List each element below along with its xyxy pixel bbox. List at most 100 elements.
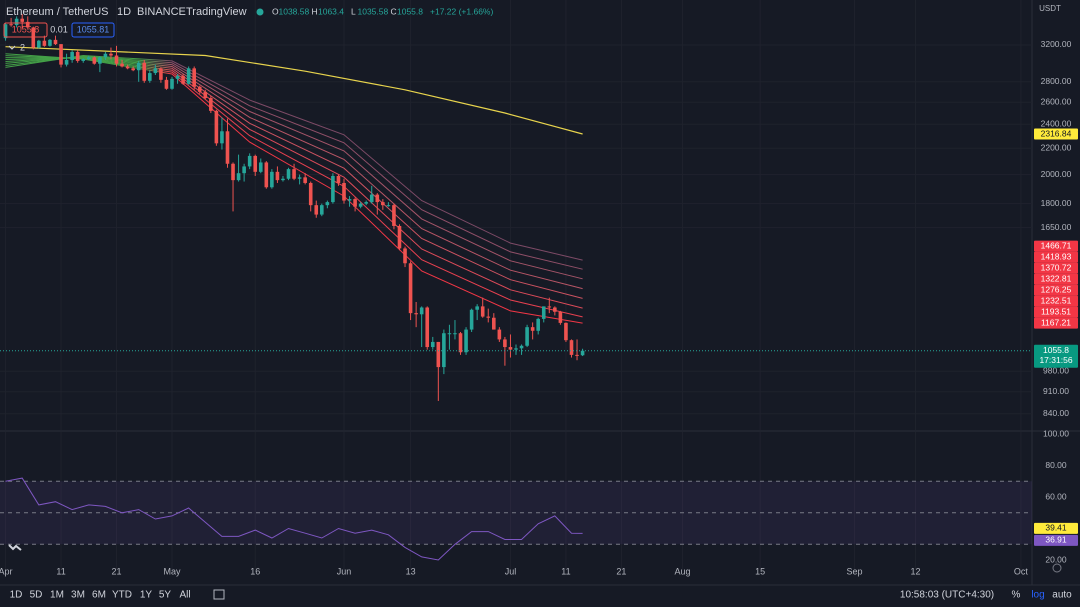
candle-body [125,66,130,69]
compare-icon[interactable] [213,589,225,600]
ohlc-key: H [312,6,318,16]
ribbon-label-box [1034,240,1078,252]
candle-body [192,68,196,87]
countdown: 17:31:56 [1039,355,1072,365]
candle-body [375,194,380,203]
ribbon-line [5,57,583,299]
range-button[interactable]: 3M [71,590,85,601]
price-label-box [1034,344,1078,368]
rsi-tick-label: 100.00 [1043,428,1069,438]
candle-body [159,68,163,80]
candle-body [353,199,357,207]
candle-body [392,205,396,226]
ribbon-label-box [1034,284,1078,296]
interval: 1D [117,6,131,18]
candle-body [369,194,374,203]
candle-body [447,333,452,335]
candle-body [186,68,191,84]
candle-body [519,345,524,349]
range-button[interactable]: 5Y [159,590,172,601]
y-tick-label: 2600.00 [1041,96,1072,106]
range-button[interactable]: 6M [92,590,106,601]
candle-body [25,21,30,28]
x-tick-label: 21 [616,566,626,576]
candle-body [486,316,491,318]
tv-logo [8,544,22,551]
range-button[interactable]: 1M [50,590,64,601]
x-tick-label: 11 [561,566,570,576]
ribbon-label-box [1034,306,1078,318]
candle-body [408,263,413,314]
candle-body [220,131,224,144]
ohlc-value: 1035.58 [358,6,389,16]
x-tick-label: Oct [1014,566,1029,576]
candle-body [197,86,202,92]
candle-body [20,18,24,22]
candle-body [75,51,80,61]
sell-box[interactable] [3,22,48,38]
rsi-label-box [1034,534,1078,546]
ma-line [5,46,583,135]
axis-unit[interactable]: USDT [1039,4,1061,13]
log-toggle[interactable]: log [1031,590,1044,601]
candle-body [314,205,319,215]
candle-body [247,155,252,167]
x-tick-label: Jul [505,566,517,576]
candle-body [558,311,563,323]
buy-price[interactable]: 1055.81 [77,24,110,34]
range-button[interactable]: 1Y [140,590,153,601]
indicators-count[interactable]: 2 [20,42,25,52]
range-button[interactable]: YTD [112,590,132,601]
candle-body [48,39,52,46]
rsi-pane [0,432,1032,570]
candle-body [253,155,258,172]
ribbon-label: 1418.93 [1041,251,1072,261]
x-tick-label: 21 [112,566,122,576]
y-tick-label: 2400.00 [1041,119,1072,129]
candle-body [153,68,158,74]
candle-body [81,59,86,61]
sell-price[interactable]: 1055.8 [12,24,40,34]
candle-body [342,182,346,201]
candle-body [9,24,13,26]
candle-body [231,163,235,181]
percent-toggle[interactable]: % [1012,590,1021,601]
rsi-line [5,477,583,561]
candle-body [92,57,97,64]
candle-body [209,98,213,111]
candle-body [64,60,69,65]
candle-body [469,309,474,330]
rsi-tick-label: 60.00 [1045,491,1067,501]
candle-body [536,318,540,331]
rsi-tick-label: 20.00 [1045,554,1067,564]
candle-body [286,169,291,179]
range-button[interactable]: All [179,590,190,601]
candle-body [308,182,313,206]
candle-body [164,79,169,89]
candle-body [242,166,246,174]
ohlc-value: 1038.58 [279,6,310,16]
indicators-chevron[interactable] [8,45,16,50]
ribbon-label-box [1034,251,1078,263]
candle-body [386,205,391,207]
overlay: Ethereum / TetherUS 1D BINANCE TradingVi… [0,4,1078,601]
range-button[interactable]: 5D [30,590,43,601]
y-tick-label: 2200.00 [1041,143,1072,153]
settings-icon[interactable] [1052,563,1062,573]
range-button[interactable]: 1D [10,590,23,601]
x-tick-label: 11 [56,566,65,576]
buy-box[interactable] [71,22,115,38]
candle-body [381,202,385,206]
candle-body [453,333,457,335]
candle-body [442,333,446,368]
candle-body [331,175,335,203]
ribbon-label: 1232.51 [1041,295,1072,305]
candle-body [203,91,208,99]
auto-toggle[interactable]: auto [1052,590,1072,601]
x-tick-label: Sep [846,566,862,576]
candle-body [281,178,285,181]
ribbon-label: 1466.71 [1041,240,1072,250]
x-tick-label: 12 [910,566,920,576]
candle-body [564,322,568,341]
